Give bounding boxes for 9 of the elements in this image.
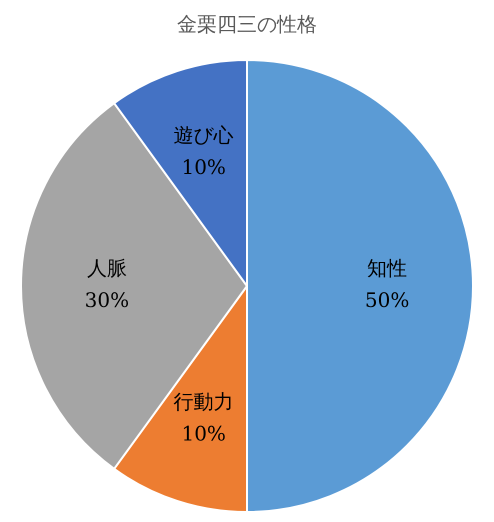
data-label: 30% [84,288,130,312]
data-label: 10% [181,154,226,179]
slice-label: 遊び心 [174,122,234,147]
slice-label: 知性 [367,256,408,280]
data-label: 50% [364,288,410,312]
data-label: 10% [181,421,226,446]
chart-title: 金栗四三の性格 [177,12,317,36]
slice-label: 行動力 [174,389,234,414]
slice-label: 人脈 [86,256,127,280]
